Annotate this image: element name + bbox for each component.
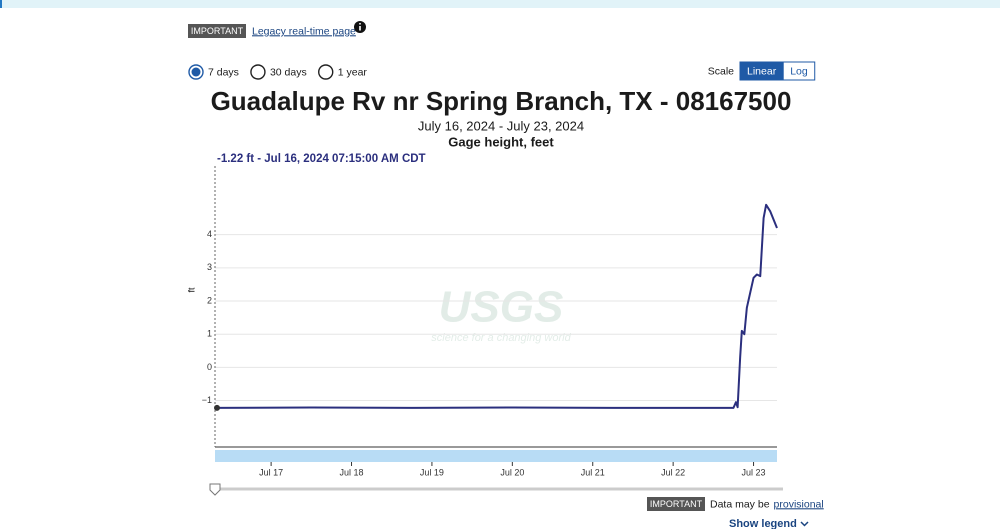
tooltip-text: -1.22 ft - Jul 16, 2024 07:15:00 AM CDT (217, 153, 426, 165)
slider-handle[interactable] (209, 483, 221, 496)
radio-label: 7 days (208, 66, 239, 78)
brush-area[interactable] (215, 450, 777, 462)
scale-button-label: Linear (747, 65, 777, 77)
y-tick-label: 3 (207, 262, 212, 272)
x-tick-label: Jul 21 (581, 467, 605, 477)
info-icon[interactable] (354, 21, 366, 33)
top-strip-accent (0, 0, 2, 8)
x-tick-label: Jul 20 (500, 467, 524, 477)
info-stem (359, 26, 361, 31)
y-tick-label: 0 (207, 362, 212, 372)
radio-dot (191, 67, 201, 77)
footer-badge-bg (647, 497, 705, 511)
watermark-logo: USGS (439, 283, 564, 332)
show-legend-chevron (800, 521, 809, 527)
scale-button[interactable]: Log (782, 61, 816, 81)
provisional-note: Data may be (710, 498, 770, 510)
badge-bg (188, 24, 246, 38)
scale-button[interactable]: Linear (739, 61, 784, 81)
top-strip (0, 0, 1000, 8)
legacy-link[interactable]: Legacy real-time page (252, 25, 356, 37)
provisional-link[interactable]: provisional (774, 498, 824, 510)
x-tick-label: Jul 19 (420, 467, 444, 477)
period-option[interactable]: 1 year (318, 64, 368, 80)
scale-label: Scale (708, 65, 734, 77)
y-tick-label: 1 (207, 329, 212, 339)
radio (250, 64, 266, 80)
y-tick-label: 2 (207, 295, 212, 305)
x-tick-label: Jul 22 (661, 467, 685, 477)
x-tick-label: Jul 17 (259, 467, 283, 477)
parameter-label: Gage height, feet (448, 134, 554, 149)
x-tick-label: Jul 23 (742, 467, 766, 477)
x-tick-label: Jul 18 (340, 467, 364, 477)
period-option[interactable]: 30 days (250, 64, 307, 80)
y-axis-label: ft (186, 287, 196, 293)
period-option[interactable]: 7 days (188, 64, 239, 80)
scale-button-label: Log (790, 65, 808, 77)
radio-label: 1 year (338, 66, 368, 78)
hover-point (214, 404, 220, 411)
series-line (214, 203, 778, 409)
radio-label: 30 days (270, 66, 307, 78)
y-tick-label: 4 (207, 229, 212, 239)
watermark-tagline: science for a changing world (431, 332, 571, 344)
info-dot (359, 22, 361, 25)
scale-buttons: Linear Log (739, 61, 816, 81)
footer-badge: IMPORTANT (650, 499, 703, 509)
y-tick-label: −1 (202, 395, 212, 405)
radio (318, 64, 334, 80)
period-options: 7 days 30 days 1 year (188, 64, 368, 80)
chart-subtitle: July 16, 2024 - July 23, 2024 (418, 118, 584, 133)
chart-title: Guadalupe Rv nr Spring Branch, TX - 0816… (211, 86, 792, 116)
scale-button-bg (782, 61, 816, 81)
badge: IMPORTANT (191, 26, 244, 36)
show-legend[interactable]: Show legend (729, 518, 797, 529)
